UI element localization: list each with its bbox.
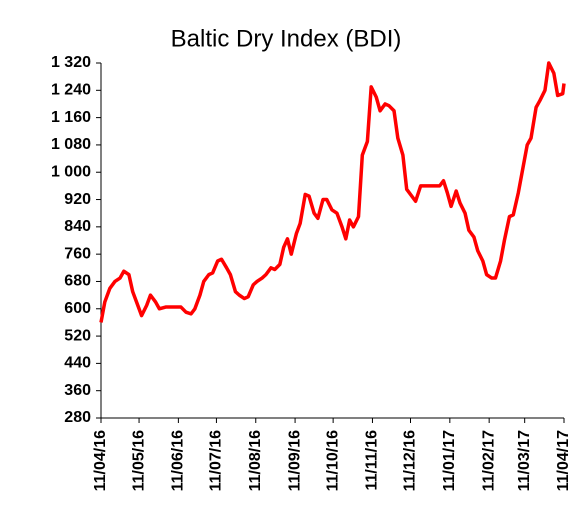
y-tick-label: 760 [64,245,91,262]
y-tick-label: 520 [64,327,91,344]
x-tick-label: 11/02/17 [480,430,497,492]
y-tick-label: 1 160 [51,109,91,126]
x-tick-label: 11/05/16 [130,430,147,492]
y-tick-label: 1 320 [51,54,91,71]
x-tick-label: 11/10/16 [324,430,341,492]
y-tick-label: 1 000 [51,163,91,180]
x-tick-label: 11/11/16 [364,430,381,491]
y-tick-label: 920 [64,191,91,208]
y-tick-label: 1 240 [51,82,91,99]
data-line [99,61,566,323]
x-tick-label: 11/04/17 [555,430,568,492]
x-tick-label: 11/04/16 [92,430,109,492]
y-tick-label: 840 [64,218,91,235]
x-tick-label: 11/09/16 [286,430,303,492]
y-tick-label: 680 [64,273,91,290]
x-tick-label: 11/12/16 [402,430,419,492]
y-tick-label: 600 [64,300,91,317]
x-tick-label: 11/01/17 [441,430,458,492]
chart-title: Baltic Dry Index (BDI) [171,25,402,52]
y-tick-label: 1 080 [51,136,91,153]
x-tick-label: 11/03/17 [516,430,533,492]
y-tick-label: 440 [64,355,91,372]
y-tick-label: 360 [64,382,91,399]
x-tick-label: 11/06/16 [170,430,187,492]
x-tick-label: 11/08/16 [247,430,264,492]
y-tick-label: 280 [64,409,91,426]
x-tick-label: 11/07/16 [208,430,225,492]
